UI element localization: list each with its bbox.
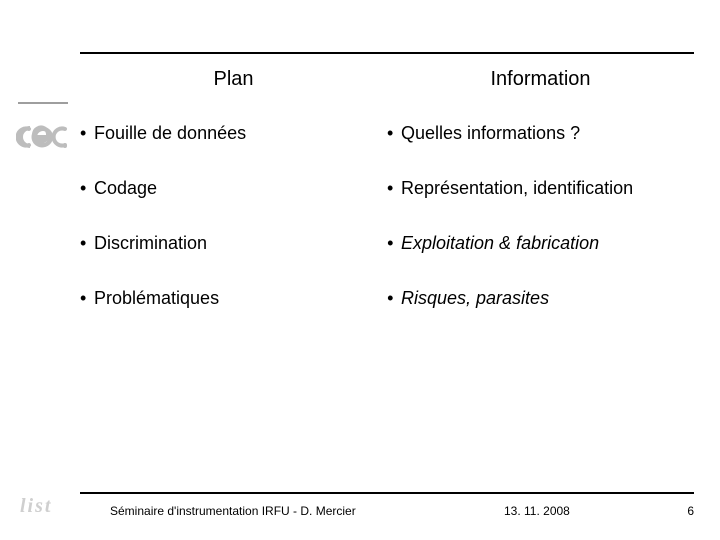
list-item: Codage: [80, 178, 387, 199]
footer: Séminaire d'instrumentation IRFU - D. Me…: [110, 504, 694, 518]
deco-line: [18, 102, 68, 104]
list-item: Discrimination: [80, 233, 387, 254]
top-rule: [80, 52, 694, 54]
list-logo: list: [20, 495, 52, 518]
footer-title: Séminaire d'instrumentation IRFU - D. Me…: [110, 504, 504, 518]
item-text: Représentation, identification: [401, 178, 633, 198]
item-text: Fouille de données: [94, 123, 246, 143]
list-item: Représentation, identification: [387, 178, 694, 199]
item-text: Risques, parasites: [401, 288, 549, 308]
list-item: Fouille de données: [80, 123, 387, 144]
item-text: Quelles informations ?: [401, 123, 580, 143]
bottom-rule: [80, 492, 694, 494]
right-heading: Information: [387, 68, 694, 91]
slide: cea Plan Fouille de données Codage Discr…: [0, 0, 720, 540]
left-list: Fouille de données Codage Discrimination…: [80, 123, 387, 309]
left-decoration: [18, 102, 68, 110]
footer-page: 6: [654, 504, 694, 518]
list-item: Quelles informations ?: [387, 123, 694, 144]
list-item: Exploitation & fabrication: [387, 233, 694, 254]
cea-logo: cea: [16, 120, 68, 154]
item-text: Exploitation & fabrication: [401, 233, 599, 253]
item-text: Discrimination: [94, 233, 207, 253]
left-heading: Plan: [80, 68, 387, 91]
item-text: Codage: [94, 178, 157, 198]
list-item: Problématiques: [80, 288, 387, 309]
right-list: Quelles informations ? Représentation, i…: [387, 123, 694, 309]
list-item: Risques, parasites: [387, 288, 694, 309]
content-columns: Plan Fouille de données Codage Discrimin…: [80, 68, 694, 343]
right-column: Information Quelles informations ? Repré…: [387, 68, 694, 343]
left-column: Plan Fouille de données Codage Discrimin…: [80, 68, 387, 343]
item-text: Problématiques: [94, 288, 219, 308]
footer-date: 13. 11. 2008: [504, 504, 654, 518]
